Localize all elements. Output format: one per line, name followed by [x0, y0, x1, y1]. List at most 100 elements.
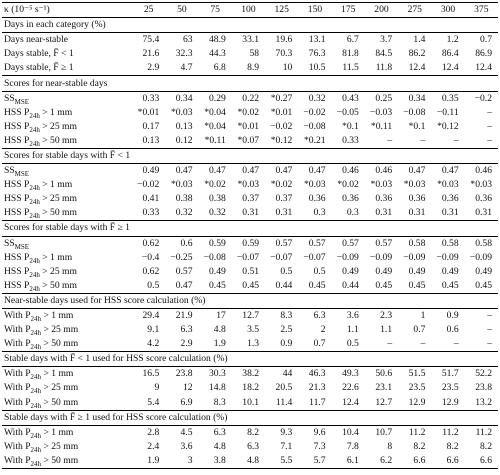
cell: 0.51	[242, 265, 260, 277]
cell: 58	[249, 48, 260, 60]
cell: 1.3	[247, 338, 260, 350]
column-header: 200	[364, 1, 399, 19]
cell: 21.6	[142, 48, 160, 60]
cell: 3.6	[180, 440, 193, 452]
cell: 11.4	[275, 396, 293, 408]
cell: –	[487, 310, 492, 322]
data-row: With P24h > 1 mm 16.5 23.8 30.3 38.2 44 46.3 49…	[2, 367, 498, 382]
cell: 21.9	[175, 310, 193, 322]
cell: 29.4	[142, 310, 160, 322]
cell: 0.12	[175, 134, 193, 146]
cell: *0.03	[403, 179, 426, 191]
cell: 12.7	[375, 396, 393, 408]
cell: −0.05	[336, 106, 359, 118]
column-header: 175	[331, 1, 365, 19]
header-row: κ (10⁻⁵ s⁻¹) 25 50 75 100 125 150 175 200 275 300 3…	[2, 1, 498, 19]
section-row: Days in each category (%)	[2, 17, 498, 34]
cell: *0.12	[270, 134, 293, 146]
label-subscript: 24h	[30, 401, 42, 410]
cell: *0.1	[342, 120, 359, 132]
cell: −0.25	[170, 251, 193, 263]
cell: 0.7	[313, 338, 326, 350]
label-text: With P	[4, 382, 31, 394]
cell: 2.9	[147, 62, 160, 74]
cell: 0.36	[308, 193, 326, 205]
cell: –	[487, 120, 492, 132]
cell: *0.11	[370, 120, 393, 132]
label-suffix: > 1 mm	[41, 426, 74, 438]
cell: *0.03	[437, 179, 459, 191]
cell: 0.5	[346, 338, 359, 350]
cell: 1.9	[132, 453, 166, 469]
label-subscript: 24h	[30, 314, 42, 323]
data-row: With P24h > 1 mm 29.4 21.9 17 12.7 8.3 6.3 3.6 2…	[2, 308, 498, 323]
section-row: Stable days with F̄ < 1 used for HSS sco…	[2, 351, 498, 368]
section-title: Days in each category (%)	[2, 17, 498, 34]
row-label: With P24h > 25 mm	[2, 440, 132, 454]
label-subscript: 24h	[30, 445, 42, 454]
cell: 0.62	[142, 237, 160, 249]
data-row: SSMSE 0.62 0.6 0.59 0.59 0.57 0.57 0.57 0.57 0.58…	[2, 236, 498, 251]
cell: 0.45	[375, 279, 393, 291]
cell: 12.4	[475, 62, 492, 74]
cell: 0.44	[342, 279, 359, 291]
cell: *0.03	[170, 179, 193, 191]
cell: 11.7	[309, 396, 326, 408]
cell: 0.36	[441, 193, 459, 205]
cell: 23.5	[408, 382, 426, 394]
cell: 10.1	[242, 396, 260, 408]
cell: 0.45	[408, 279, 426, 291]
cell: 0.29	[209, 92, 226, 104]
section-row: Near-stable days used for HSS score calc…	[2, 292, 498, 309]
label-text: With P	[4, 324, 31, 336]
data-row: SSMSE 0.33 0.34 0.29 0.22 *0.27 0.32 0.43 0.25 0.…	[2, 91, 498, 106]
label-text: With P	[4, 396, 31, 408]
label-subscript: 24h	[30, 387, 42, 396]
cell: 0.5	[313, 265, 326, 277]
label-text: HSS P	[4, 207, 30, 219]
cell: 0.47	[175, 165, 193, 177]
cell: *0.11	[204, 134, 226, 146]
cell: 2.9	[180, 338, 193, 350]
cell: 0.32	[175, 207, 193, 219]
cell: 4.2	[147, 338, 160, 350]
cell: 9.6	[313, 426, 326, 438]
cell: 0.57	[375, 237, 393, 249]
row-label: HSS P24h > 50 mm	[2, 134, 132, 149]
cell: 3	[165, 453, 199, 469]
cell: 11.8	[375, 62, 393, 74]
label-text: SS	[4, 92, 15, 104]
data-row: With P24h > 25 mm 9 12 14.8 18.2 20.5 21.3 22.6…	[2, 381, 498, 395]
column-header: 25	[132, 1, 166, 19]
cell: 0.57	[308, 237, 326, 249]
cell: 0.47	[275, 165, 293, 177]
cell: 6.3	[180, 324, 193, 336]
cell: 8.2	[413, 440, 426, 452]
cell: 86.4	[441, 48, 459, 60]
label-subscript: 24h	[29, 212, 40, 221]
cell: 0.37	[275, 193, 293, 205]
cell: 52.2	[475, 368, 492, 380]
cell: 9.1	[147, 324, 160, 336]
cell: 0.47	[242, 165, 260, 177]
cell: 8	[387, 440, 393, 452]
cell: *0.02	[270, 179, 293, 191]
cell: *0.12	[437, 120, 459, 132]
cell: 86.2	[408, 48, 426, 60]
cell: 0.58	[408, 237, 426, 249]
cell: 12.4	[342, 396, 359, 408]
data-row: With P24h > 50 mm 1.9 3 3.8 4.8 5.5 5.7 6.1 6.2 6…	[2, 453, 498, 469]
cell: 0.45	[441, 279, 459, 291]
label-text: SS	[4, 237, 15, 249]
row-label: With P24h > 50 mm	[2, 453, 132, 469]
section-title: Stable days with F̄ < 1 used for HSS sco…	[2, 351, 498, 368]
label-subscript: 24h	[29, 256, 40, 265]
row-label: With P24h > 50 mm	[2, 337, 132, 352]
label-subscript: 24h	[30, 343, 42, 352]
cell: *0.03	[237, 179, 260, 191]
label-suffix: > 25 mm	[39, 265, 77, 277]
cell: 0.47	[408, 165, 426, 177]
cell: 0.36	[375, 193, 393, 205]
cell: 5.4	[147, 396, 160, 408]
